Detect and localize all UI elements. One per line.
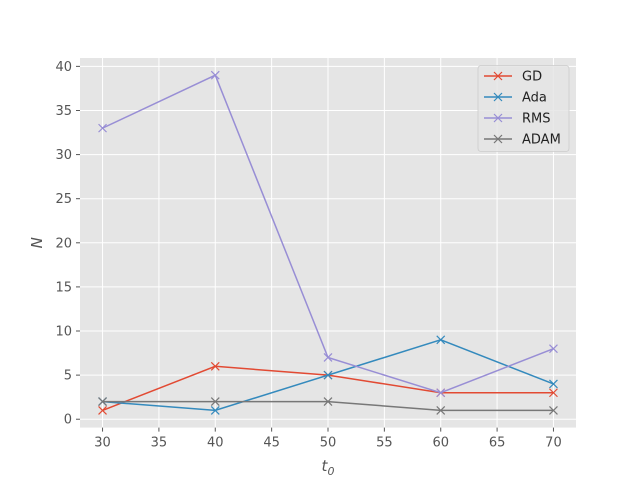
series-ada-point: [436, 335, 446, 345]
y-tick-label: 40: [55, 60, 72, 75]
legend-item-gd: GD: [484, 70, 542, 85]
y-tick-label: 15: [55, 280, 72, 295]
legend-item-adam: ADAM: [484, 133, 561, 148]
x-tick-label: 60: [432, 436, 449, 451]
x-axis-label: t0: [322, 457, 335, 478]
y-tick-label: 0: [64, 413, 72, 428]
series-gd-point: [549, 388, 558, 398]
legend-marker-gd: [493, 71, 503, 81]
x-tick-label: 40: [207, 436, 224, 451]
legend-marker-ada: [493, 92, 503, 102]
y-axis-label: N: [28, 237, 46, 248]
series-ada-point: [323, 370, 333, 380]
series-adam-point: [210, 397, 220, 407]
legend-label-ada: Ada: [522, 91, 547, 106]
legend-item-ada: Ada: [484, 91, 547, 106]
legend-marker-adam: [493, 134, 503, 144]
series-adam-point: [98, 397, 107, 407]
series-ada: [98, 335, 558, 415]
x-tick-label: 55: [376, 436, 393, 451]
x-tick-label: 30: [94, 436, 111, 451]
x-tick-label: 35: [151, 436, 168, 451]
series-gd-point: [98, 405, 107, 415]
y-tick-label: 5: [64, 369, 72, 384]
x-tick-label: 70: [545, 436, 562, 451]
series-ada-point: [549, 379, 558, 389]
series-rms-point: [436, 388, 446, 398]
y-tick-label: 35: [55, 104, 72, 119]
series-gd-point: [210, 361, 220, 371]
x-tick-label: 50: [320, 436, 337, 451]
series-rms-point: [323, 353, 333, 362]
series-adam-point: [323, 397, 333, 407]
series-rms: [98, 70, 558, 398]
x-tick-label: 65: [489, 436, 506, 451]
legend-label-adam: ADAM: [522, 133, 561, 148]
series-adam-point: [436, 405, 446, 415]
y-tick-label: 30: [55, 148, 72, 163]
series-ada-point: [210, 405, 220, 415]
series-rms-point: [549, 344, 558, 354]
y-tick-label: 25: [55, 192, 72, 207]
legend-label-rms: RMS: [522, 112, 551, 127]
series-adam-point: [549, 405, 558, 415]
series-adam: [98, 397, 558, 415]
x-axis-label-subscript: 0: [327, 465, 334, 478]
y-tick-label: 10: [55, 325, 72, 340]
series-rms-point: [210, 70, 220, 80]
series-lines: [98, 70, 558, 415]
axis-ticks: 30 35 40 45 50 55 60 65 70 0 5 10 15 20 25 30 35 40: [55, 60, 561, 451]
legend: GD Ada RMS ADAM: [477, 65, 570, 152]
series-rms-point: [98, 123, 107, 133]
legend-label-gd: GD: [522, 70, 542, 85]
legend-item-rms: RMS: [484, 112, 551, 127]
x-tick-label: 45: [263, 436, 280, 451]
y-tick-label: 20: [55, 236, 72, 251]
legend-box: [477, 65, 570, 152]
legend-marker-rms: [493, 113, 503, 123]
